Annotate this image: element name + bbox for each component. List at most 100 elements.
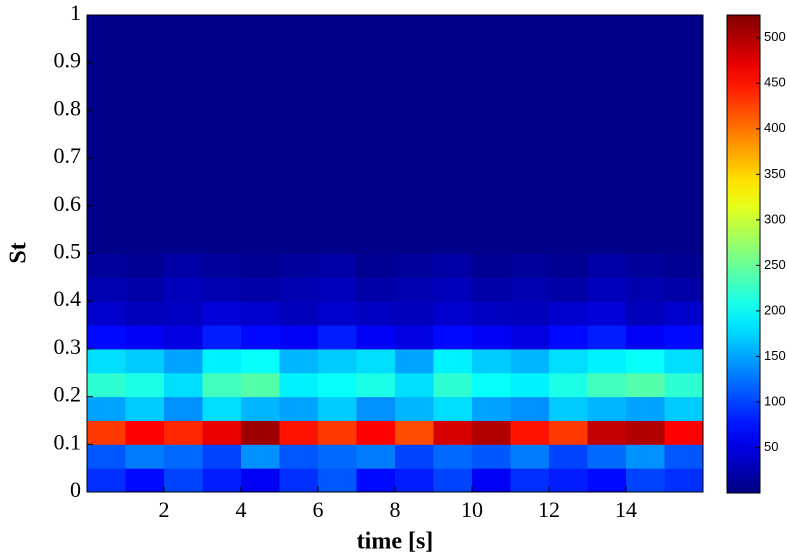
heat-cell [626,325,665,350]
heat-cell [87,15,126,254]
heat-cell [626,420,665,445]
heat-cell [318,420,357,445]
heat-cell [318,468,357,493]
heat-cell [510,301,550,326]
heat-cell [664,15,704,254]
heat-cell [202,325,242,350]
x-tick-label: 14 [615,497,637,522]
heat-cell [664,348,704,374]
heat-cell [587,348,627,374]
heat-cell [395,420,434,445]
heat-cell [549,444,588,469]
heat-cell [626,468,665,493]
heat-cell [587,15,627,254]
heat-cell [395,468,434,493]
heat-cell [241,277,280,302]
heat-cell [626,348,665,374]
colorbar-scale [726,14,761,494]
colorbar-tick-label: 500 [764,29,786,44]
colorbar-tick-label: 200 [764,302,786,317]
x-axis-label: time [s] [357,529,434,555]
heat-cell [318,396,357,421]
y-tick-label: 0.8 [54,95,82,120]
colorbar-tick-label: 400 [764,120,786,135]
heat-cell [472,348,511,374]
heat-cell [164,277,203,302]
heat-cell [472,444,511,469]
x-tick-label: 2 [159,497,170,522]
heat-cell [202,253,242,278]
heat-cell [279,396,319,421]
y-tick-label: 0.4 [54,286,82,311]
heat-cell [241,372,280,398]
heat-cell [664,468,704,493]
heat-cell [125,325,165,350]
colorbar-tick-label: 50 [764,439,778,454]
heat-cell [318,348,357,374]
heat-cell [395,253,434,278]
heat-cell [626,396,665,421]
heat-cell [164,396,203,421]
heat-cell [433,396,473,421]
heat-cell [433,348,473,374]
y-axis-label: St [6,242,32,263]
heat-cell [125,372,165,398]
heat-cell [356,444,396,469]
heat-cell [356,277,396,302]
heat-cell [164,468,203,493]
heat-cell [356,372,396,398]
heat-cell [279,325,319,350]
heat-cell [549,253,588,278]
heat-cell [433,468,473,493]
heat-cell [472,420,511,445]
heat-cell [125,444,165,469]
heat-cell [202,372,242,398]
y-tick-label: 0.1 [54,429,82,454]
y-tick-label: 0 [70,477,81,502]
heat-cell [664,444,704,469]
heat-cell [356,420,396,445]
heat-cell [125,301,165,326]
heat-cell [510,444,550,469]
heat-cell [433,301,473,326]
heat-cell [241,444,280,469]
heat-cell [164,325,203,350]
heat-cell [587,396,627,421]
heat-cell [87,372,126,398]
heat-cell [279,372,319,398]
heat-cell [279,253,319,278]
heat-cell [549,420,588,445]
heat-cell [241,15,280,254]
heat-cell [549,325,588,350]
heat-cell [626,253,665,278]
heat-cell [472,301,511,326]
heat-cell [356,468,396,493]
heat-cell [125,468,165,493]
colorbar: 50 100 150 200 250 300 350 400 450 500 [726,14,786,494]
heat-cell [626,15,665,254]
heat-cell [587,468,627,493]
heat-cell [164,348,203,374]
heat-cell [664,372,704,398]
heat-cell [433,253,473,278]
y-tick-label: 0.3 [54,334,82,359]
heat-cell [279,420,319,445]
heat-cell [87,420,126,445]
heat-cell [318,444,357,469]
heat-cell [433,15,473,254]
heat-cell [433,325,473,350]
heat-cell [549,396,588,421]
heat-cell [510,325,550,350]
heat-cell [202,15,242,254]
heat-cell [87,325,126,350]
heat-cell [318,15,357,254]
heat-cell [626,301,665,326]
heat-cell [202,420,242,445]
heat-cell [549,372,588,398]
heatmap [87,15,704,493]
heat-cell [510,468,550,493]
heat-cell [279,348,319,374]
heat-cell [125,348,165,374]
heat-cell [356,396,396,421]
